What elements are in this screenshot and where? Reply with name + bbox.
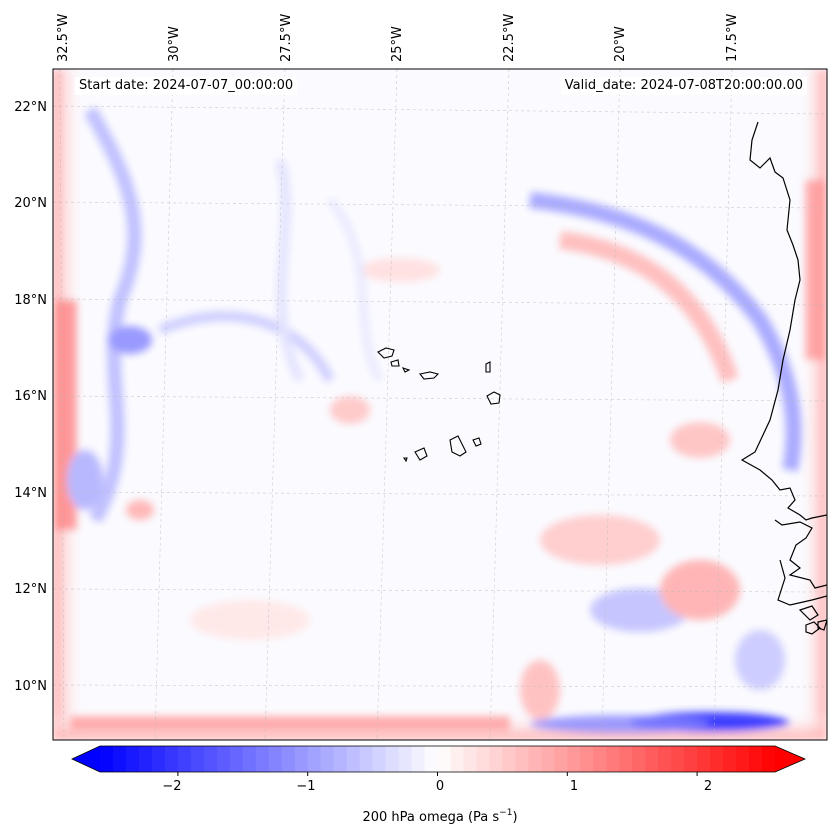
colorbar-segment (463, 746, 478, 772)
lon-label: 22.5°W (502, 14, 517, 62)
colorbar-segment (736, 746, 750, 772)
lon-label: 32.5°W (56, 14, 71, 62)
colorbar-tick-label: −2 (162, 779, 181, 794)
map-background (53, 69, 827, 740)
colorbar-segment (268, 746, 283, 772)
cape-verde-islands (377, 347, 501, 463)
colorbar-title: 200 hPa omega (Pa s−1) (362, 808, 517, 825)
colorbar-segment (255, 746, 270, 772)
colorbar-segment (762, 746, 776, 772)
colorbar-segment (528, 746, 542, 772)
coastline (740, 121, 827, 635)
colorbar-segment (333, 746, 348, 772)
colorbar-segment (177, 746, 192, 772)
colorbar-segment (450, 746, 465, 772)
colorbar-segment (502, 746, 516, 772)
colorbar-segment (100, 746, 114, 772)
start-date-label: Start date: 2024-07-07_00:00:00 (75, 77, 298, 95)
colorbar-segment (229, 746, 244, 772)
lat-label: 20°N (14, 196, 47, 211)
map-panel (53, 69, 827, 740)
colorbar-segment (515, 746, 529, 772)
colorbar-tick-label: 2 (704, 779, 712, 794)
colorbar-segment (749, 746, 763, 772)
colorbar-segment (138, 746, 153, 772)
valid-date-label: Valid_date: 2024-07-08T20:00:00.00 (560, 77, 807, 95)
colorbar-segment (307, 746, 322, 772)
colorbar-segment (190, 746, 205, 772)
lon-label: 27.5°W (279, 14, 294, 62)
colorbar-segment (606, 746, 620, 772)
lat-label: 18°N (14, 293, 47, 308)
colorbar-segment (320, 746, 335, 772)
colorbar-segment (294, 746, 309, 772)
colorbar-segment (112, 746, 127, 772)
map-frame (52, 68, 828, 741)
lat-label: 16°N (14, 389, 47, 404)
colorbar-segment (372, 746, 387, 772)
colorbar-segment (684, 746, 698, 772)
lat-labels: 22°N 20°N 18°N 16°N 14°N 12°N 10°N (14, 100, 47, 694)
colorbar-segment (632, 746, 646, 772)
omega-field (53, 69, 827, 740)
colorbar (71, 745, 807, 776)
colorbar-segment (281, 746, 296, 772)
lon-labels: 32.5°W 30°W 27.5°W 25°W 22.5°W 20°W 17.5… (56, 14, 740, 62)
colorbar-segment (216, 746, 231, 772)
colorbar-segment (593, 746, 607, 772)
lon-label: 17.5°W (725, 14, 740, 62)
colorbar-segment (710, 746, 724, 772)
colorbar-segment (424, 746, 439, 772)
lon-label: 25°W (390, 26, 405, 62)
lon-label: 30°W (167, 26, 182, 62)
lon-label: 20°W (613, 26, 628, 62)
colorbar-segment (723, 746, 737, 772)
colorbar-segment (411, 746, 426, 772)
colorbar-segment (359, 746, 374, 772)
lat-label: 12°N (14, 582, 47, 597)
colorbar-segment (489, 746, 503, 772)
colorbar-segment (346, 746, 361, 772)
colorbar-extend-min (72, 746, 100, 772)
colorbar-segment (385, 746, 400, 772)
colorbar-segment (619, 746, 633, 772)
colorbar-segment (398, 746, 413, 772)
colorbar-segment (567, 746, 581, 772)
lat-label: 14°N (14, 486, 47, 501)
colorbar-tick-label: 0 (436, 779, 444, 794)
colorbar-segment (242, 746, 257, 772)
colorbar-segment (437, 746, 452, 772)
colorbar-segment (671, 746, 685, 772)
lat-label: 22°N (14, 100, 47, 115)
colorbar-segment (580, 746, 594, 772)
lat-label: 10°N (14, 679, 47, 694)
colorbar-segment (554, 746, 568, 772)
colorbar-tick-label: −1 (296, 779, 315, 794)
colorbar-segment (151, 746, 166, 772)
colorbar-segment (645, 746, 659, 772)
colorbar-segment (697, 746, 711, 772)
colorbar-tick-label: 1 (570, 779, 578, 794)
colorbar-extend-max (775, 746, 805, 772)
colorbar-outline (71, 745, 807, 773)
colorbar-ticks: −2 −1 0 1 2 (162, 779, 712, 794)
colorbar-segment (541, 746, 555, 772)
colorbar-segment (203, 746, 218, 772)
colorbar-segment (658, 746, 672, 772)
gridlines (53, 69, 827, 740)
colorbar-segment (164, 746, 179, 772)
colorbar-segment (125, 746, 140, 772)
colorbar-segment (476, 746, 491, 772)
